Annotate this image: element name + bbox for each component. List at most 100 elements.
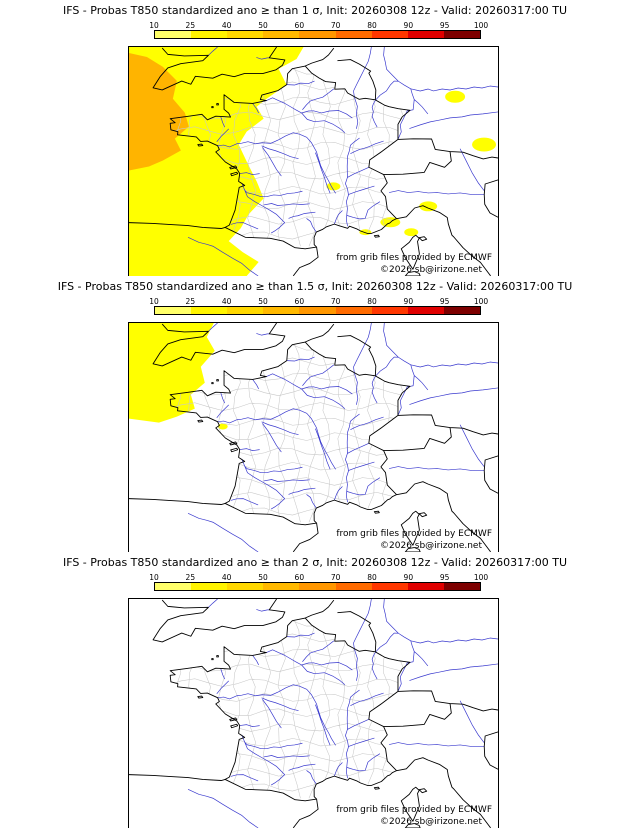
colorbar-tick-label: 25 [185,573,196,582]
map-attribution-ecmwf: from grib files provided by ECMWF [336,253,492,263]
probability-area-low [129,323,215,423]
panel-title: IFS - Probas T850 standardized ano ≥ tha… [62,4,568,17]
colorbar-segment [191,307,228,314]
colorbar-segment [227,583,264,590]
panel-sigma-2: IFS - Probas T850 standardized ano ≥ tha… [0,552,630,828]
france-outline [169,341,411,526]
colorbar-segment [299,583,336,590]
colorbar-tick-labels: 10 25 40 50 60 70 80 90 95 100 [149,573,488,582]
colorbar-tick-label: 50 [258,573,268,582]
colorbar-tick-label: 80 [367,297,377,306]
colorbar-bar [154,306,481,315]
colorbar-segment [191,583,228,590]
colorbar-tick-label: 10 [149,21,159,30]
colorbar: 10 25 40 50 60 70 80 90 95 100 [149,573,488,591]
map-frame: from grib files provided by ECMWF ©2026 … [128,322,499,552]
colorbar-segment [263,31,300,38]
colorbar-tick-label: 25 [185,21,196,30]
map-frame: from grib files provided by ECMWF ©2026 … [128,46,499,276]
probability-spot [472,137,497,152]
colorbar-tick-label: 95 [439,297,450,306]
colorbar-segment [407,31,444,38]
colorbar-segment [443,583,480,590]
colorbar-segment [371,307,408,314]
colorbar-tick-labels: 10 25 40 50 60 70 80 90 95 100 [149,21,488,30]
colorbar-segment [407,307,444,314]
colorbar-segment [335,583,372,590]
france-map [129,599,498,828]
colorbar-tick-labels: 10 25 40 50 60 70 80 90 95 100 [149,297,488,306]
admin-boundaries [170,618,411,799]
map-attribution-copyright: ©2026 sb@irizone.net [380,265,482,275]
rivers [187,599,498,828]
france-map [129,47,498,276]
colorbar: 10 25 40 50 60 70 80 90 95 100 [149,297,488,315]
coastlines-borders [129,323,498,552]
colorbar-tick-label: 70 [330,21,341,30]
map-attribution-copyright: ©2026 sb@irizone.net [380,541,482,551]
colorbar-tick-label: 40 [221,297,232,306]
probability-spot [359,229,372,236]
france-map [129,323,498,552]
colorbar-tick-label: 70 [330,297,341,306]
panel-title: IFS - Probas T850 standardized ano ≥ tha… [57,280,573,293]
colorbar-bar [154,582,481,591]
probability-spot [445,90,466,103]
panel-sigma-1.5: IFS - Probas T850 standardized ano ≥ tha… [0,276,630,552]
colorbar-segment [263,307,300,314]
colorbar-tick-label: 80 [367,21,377,30]
panel-sigma-1: IFS - Probas T850 standardized ano ≥ tha… [0,0,630,276]
map-attribution-copyright: ©2026 sb@irizone.net [380,817,482,827]
colorbar-tick-label: 95 [439,21,450,30]
colorbar-tick-label: 50 [258,21,268,30]
colorbar-segment [335,31,372,38]
colorbar-tick-label: 90 [403,21,414,30]
colorbar-tick-label: 90 [403,573,414,582]
map-attribution-ecmwf: from grib files provided by ECMWF [336,805,492,815]
colorbar-segment [335,307,372,314]
colorbar-segment [371,31,408,38]
probability-spot [419,201,438,212]
rivers [187,47,498,276]
colorbar-segment [227,307,264,314]
probability-spot [217,423,228,430]
colorbar-tick-label: 100 [473,21,489,30]
colorbar-tick-label: 60 [294,21,305,30]
colorbar-tick-label: 60 [294,573,305,582]
colorbar-segment [299,307,336,314]
colorbar-segment [227,31,264,38]
colorbar-segment [443,31,480,38]
colorbar-tick-label: 80 [367,573,377,582]
colorbar-tick-label: 70 [330,573,341,582]
colorbar-segment [299,31,336,38]
colorbar-tick-label: 50 [258,297,268,306]
colorbar-segment [263,583,300,590]
rivers [187,323,498,552]
colorbar-tick-label: 25 [185,297,196,306]
colorbar-segment [155,583,192,590]
colorbar: 10 25 40 50 60 70 80 90 95 100 [149,21,488,39]
colorbar-tick-label: 60 [294,297,305,306]
probability-spot [326,182,341,191]
colorbar-segment [443,307,480,314]
colorbar-tick-label: 10 [149,573,159,582]
probability-overlay-sigma-1-5 [129,323,228,430]
coastlines-borders [129,47,498,276]
colorbar-tick-label: 90 [403,297,414,306]
map-frame: from grib files provided by ECMWF ©2026 … [128,598,499,828]
france-outline [169,617,411,802]
colorbar-tick-label: 40 [221,21,232,30]
colorbar-tick-label: 100 [473,573,489,582]
panel-title: IFS - Probas T850 standardized ano ≥ tha… [62,556,568,569]
map-attribution-ecmwf: from grib files provided by ECMWF [336,529,492,539]
colorbar-segment [155,31,192,38]
probability-area-mid [129,52,189,171]
colorbar-segment [371,583,408,590]
colorbar-tick-label: 100 [473,297,489,306]
colorbar-segment [155,307,192,314]
colorbar-segment [407,583,444,590]
colorbar-segment [191,31,228,38]
colorbar-bar [154,30,481,39]
